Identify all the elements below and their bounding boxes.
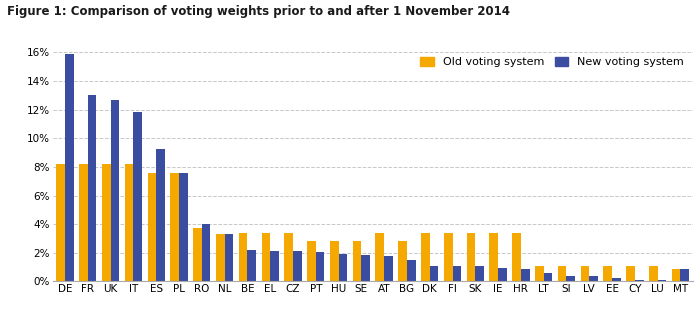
Bar bbox=[170, 173, 179, 281]
Bar bbox=[216, 234, 225, 281]
Bar bbox=[307, 241, 316, 281]
Bar bbox=[202, 224, 211, 281]
Bar bbox=[270, 251, 279, 281]
Bar bbox=[430, 266, 438, 281]
Bar bbox=[452, 266, 461, 281]
Bar bbox=[680, 269, 689, 281]
Bar bbox=[262, 233, 270, 281]
Bar bbox=[626, 266, 635, 281]
Bar bbox=[361, 255, 370, 281]
Bar bbox=[57, 164, 65, 281]
Bar bbox=[580, 266, 589, 281]
Bar bbox=[658, 280, 666, 281]
Bar bbox=[375, 233, 384, 281]
Bar bbox=[635, 280, 643, 281]
Bar bbox=[179, 173, 188, 281]
Bar bbox=[384, 256, 393, 281]
Bar bbox=[512, 233, 521, 281]
Bar bbox=[407, 260, 416, 281]
Bar bbox=[475, 266, 484, 281]
Bar bbox=[330, 241, 339, 281]
Bar bbox=[316, 252, 324, 281]
Bar bbox=[284, 233, 293, 281]
Bar bbox=[125, 164, 134, 281]
Bar bbox=[239, 233, 247, 281]
Bar bbox=[444, 233, 452, 281]
Bar bbox=[544, 273, 552, 281]
Bar bbox=[672, 268, 680, 281]
Bar bbox=[247, 250, 256, 281]
Bar bbox=[612, 278, 621, 281]
Bar bbox=[535, 266, 544, 281]
Bar bbox=[421, 233, 430, 281]
Bar bbox=[467, 233, 475, 281]
Bar bbox=[589, 276, 598, 281]
Bar bbox=[498, 268, 507, 281]
Bar bbox=[79, 164, 88, 281]
Bar bbox=[193, 228, 202, 281]
Bar bbox=[339, 253, 347, 281]
Bar bbox=[102, 164, 111, 281]
Bar bbox=[649, 266, 658, 281]
Bar bbox=[293, 251, 302, 281]
Text: Figure 1: Comparison of voting weights prior to and after 1 November 2014: Figure 1: Comparison of voting weights p… bbox=[7, 5, 510, 18]
Bar bbox=[566, 276, 575, 281]
Bar bbox=[65, 54, 74, 281]
Bar bbox=[521, 269, 530, 281]
Legend: Old voting system, New voting system: Old voting system, New voting system bbox=[417, 53, 687, 71]
Bar bbox=[148, 173, 156, 281]
Bar bbox=[134, 112, 142, 281]
Bar bbox=[558, 266, 566, 281]
Bar bbox=[398, 241, 407, 281]
Bar bbox=[225, 234, 233, 281]
Bar bbox=[88, 95, 97, 281]
Bar bbox=[353, 241, 361, 281]
Bar bbox=[603, 266, 612, 281]
Bar bbox=[156, 149, 165, 281]
Bar bbox=[111, 100, 119, 281]
Bar bbox=[489, 233, 498, 281]
